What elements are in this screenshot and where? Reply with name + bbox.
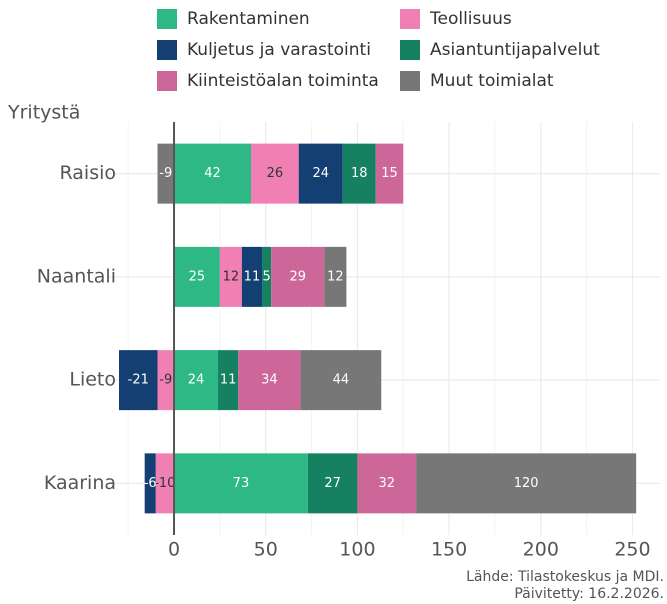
value-label: -6	[144, 476, 157, 491]
value-label: 24	[312, 166, 329, 181]
bar	[262, 246, 272, 307]
value-label: -9	[159, 373, 172, 388]
bar	[157, 350, 175, 411]
bar	[119, 350, 158, 411]
value-label: -9	[159, 166, 172, 181]
legend-swatch	[400, 71, 420, 91]
bar	[174, 246, 220, 307]
value-label: 42	[204, 166, 221, 181]
bar	[251, 143, 299, 204]
caption: Lähde: Tilastokeskus ja MDI.	[466, 569, 664, 585]
value-label: 11	[244, 269, 261, 284]
value-label: 44	[333, 373, 350, 388]
bar	[238, 350, 301, 411]
x-tick-label: 50	[254, 539, 278, 561]
y-tick-label: Kaarina	[44, 472, 116, 494]
bar	[357, 453, 417, 514]
x-tick-label: 0	[168, 539, 180, 561]
y-tick-label: Lieto	[69, 369, 116, 391]
bar	[157, 143, 175, 204]
bar	[218, 350, 239, 411]
x-tick-label: 250	[614, 539, 650, 561]
value-label: 26	[267, 166, 284, 181]
legend-label: Kuljetus ja varastointi	[187, 40, 371, 60]
bar	[174, 350, 219, 411]
bar	[174, 143, 252, 204]
bar	[300, 350, 382, 411]
bar	[241, 246, 263, 307]
legend-swatch	[157, 9, 177, 29]
value-label: 12	[327, 269, 344, 284]
value-label: 27	[324, 476, 341, 491]
y-tick-label: Raisio	[59, 162, 116, 184]
axis-label: Yritystä	[7, 102, 80, 124]
x-tick-label: 200	[523, 539, 559, 561]
value-label: 25	[189, 269, 206, 284]
value-label: 15	[381, 166, 398, 181]
value-label: 12	[223, 269, 240, 284]
bar	[219, 246, 242, 307]
value-label: 5	[262, 269, 270, 284]
value-label: -21	[128, 373, 149, 388]
value-label: 18	[351, 166, 368, 181]
bar	[342, 143, 376, 204]
legend-label: Asiantuntijapalvelut	[430, 40, 600, 60]
value-label: 24	[188, 373, 205, 388]
legend-label: Muut toimialat	[430, 71, 554, 91]
legend-label: Teollisuus	[429, 9, 512, 29]
y-tick-label: Naantali	[37, 265, 116, 287]
value-label: 32	[378, 476, 395, 491]
x-tick-label: 150	[431, 539, 467, 561]
value-label: 34	[261, 373, 278, 388]
legend-label: Kiinteistöalan toiminta	[187, 71, 379, 91]
bar	[298, 143, 343, 204]
legend-swatch	[157, 71, 177, 91]
bar	[174, 453, 308, 514]
bar	[324, 246, 347, 307]
bar	[375, 143, 404, 204]
value-label: 29	[290, 269, 307, 284]
bar	[307, 453, 358, 514]
value-label: 11	[220, 373, 237, 388]
legend-swatch	[157, 40, 177, 60]
caption: Päivitetty: 16.2.2026.	[514, 586, 664, 602]
bar	[416, 453, 637, 514]
bar	[155, 453, 175, 514]
bar	[144, 453, 156, 514]
value-label: 120	[514, 476, 539, 491]
legend-swatch	[400, 40, 420, 60]
value-label: -10	[154, 476, 175, 491]
legend-label: Rakentaminen	[187, 9, 310, 29]
legend-swatch	[400, 9, 420, 29]
value-label: 73	[233, 476, 250, 491]
x-tick-label: 100	[339, 539, 375, 561]
bar	[271, 246, 325, 307]
